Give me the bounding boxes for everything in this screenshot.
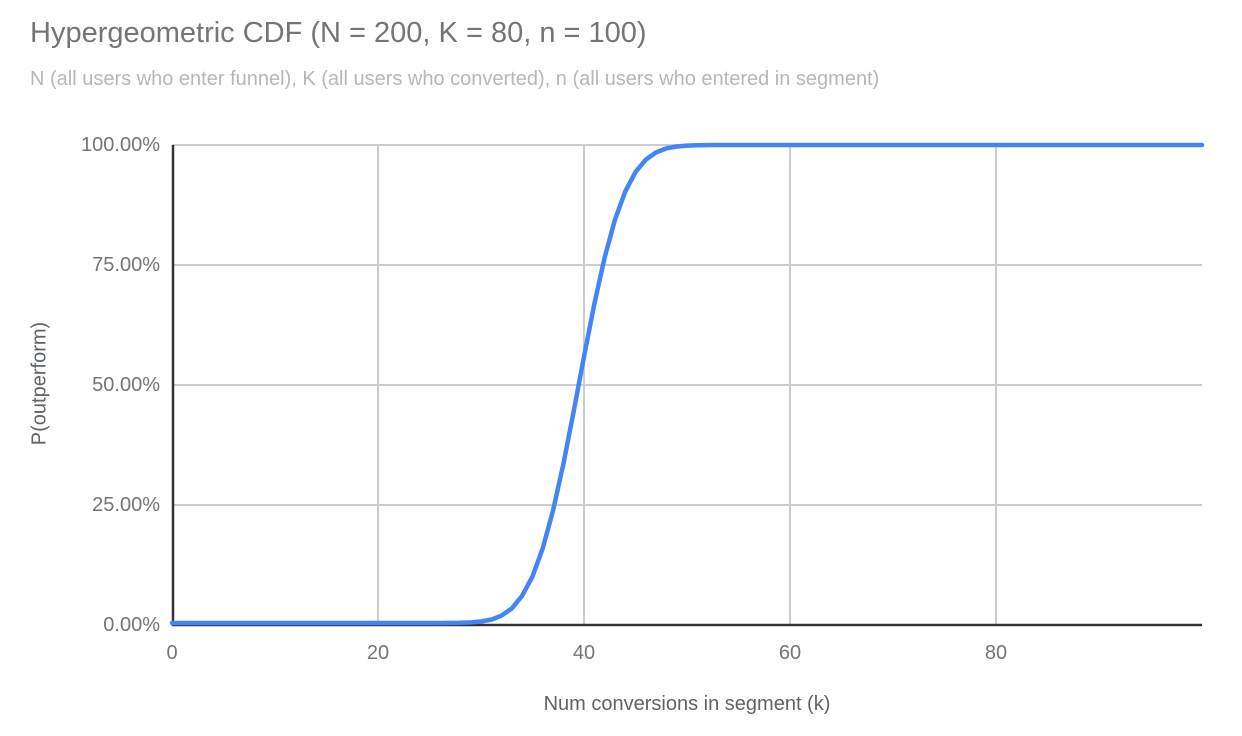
y-tick-label: 75.00% (92, 254, 160, 276)
y-axis-title: P(outperform) (28, 321, 51, 446)
x-tick-label: 0 (166, 642, 178, 664)
x-tick-label: 20 (366, 642, 390, 664)
y-tick-label: 0.00% (103, 614, 160, 636)
y-tick-label: 100.00% (81, 134, 160, 156)
x-tick-label: 60 (778, 642, 802, 664)
plot-area (169, 142, 1205, 627)
x-axis-title: Num conversions in segment (k) (543, 693, 831, 715)
y-tick-label: 50.00% (92, 374, 160, 396)
chart-subtitle: N (all users who enter funnel), K (all u… (30, 68, 880, 90)
x-tick-label: 80 (984, 642, 1008, 664)
y-tick-label: 25.00% (92, 494, 160, 516)
cdf-curve (169, 142, 1205, 626)
chart-title: Hypergeometric CDF (N = 200, K = 80, n =… (30, 17, 647, 49)
x-tick-label: 40 (572, 642, 596, 664)
